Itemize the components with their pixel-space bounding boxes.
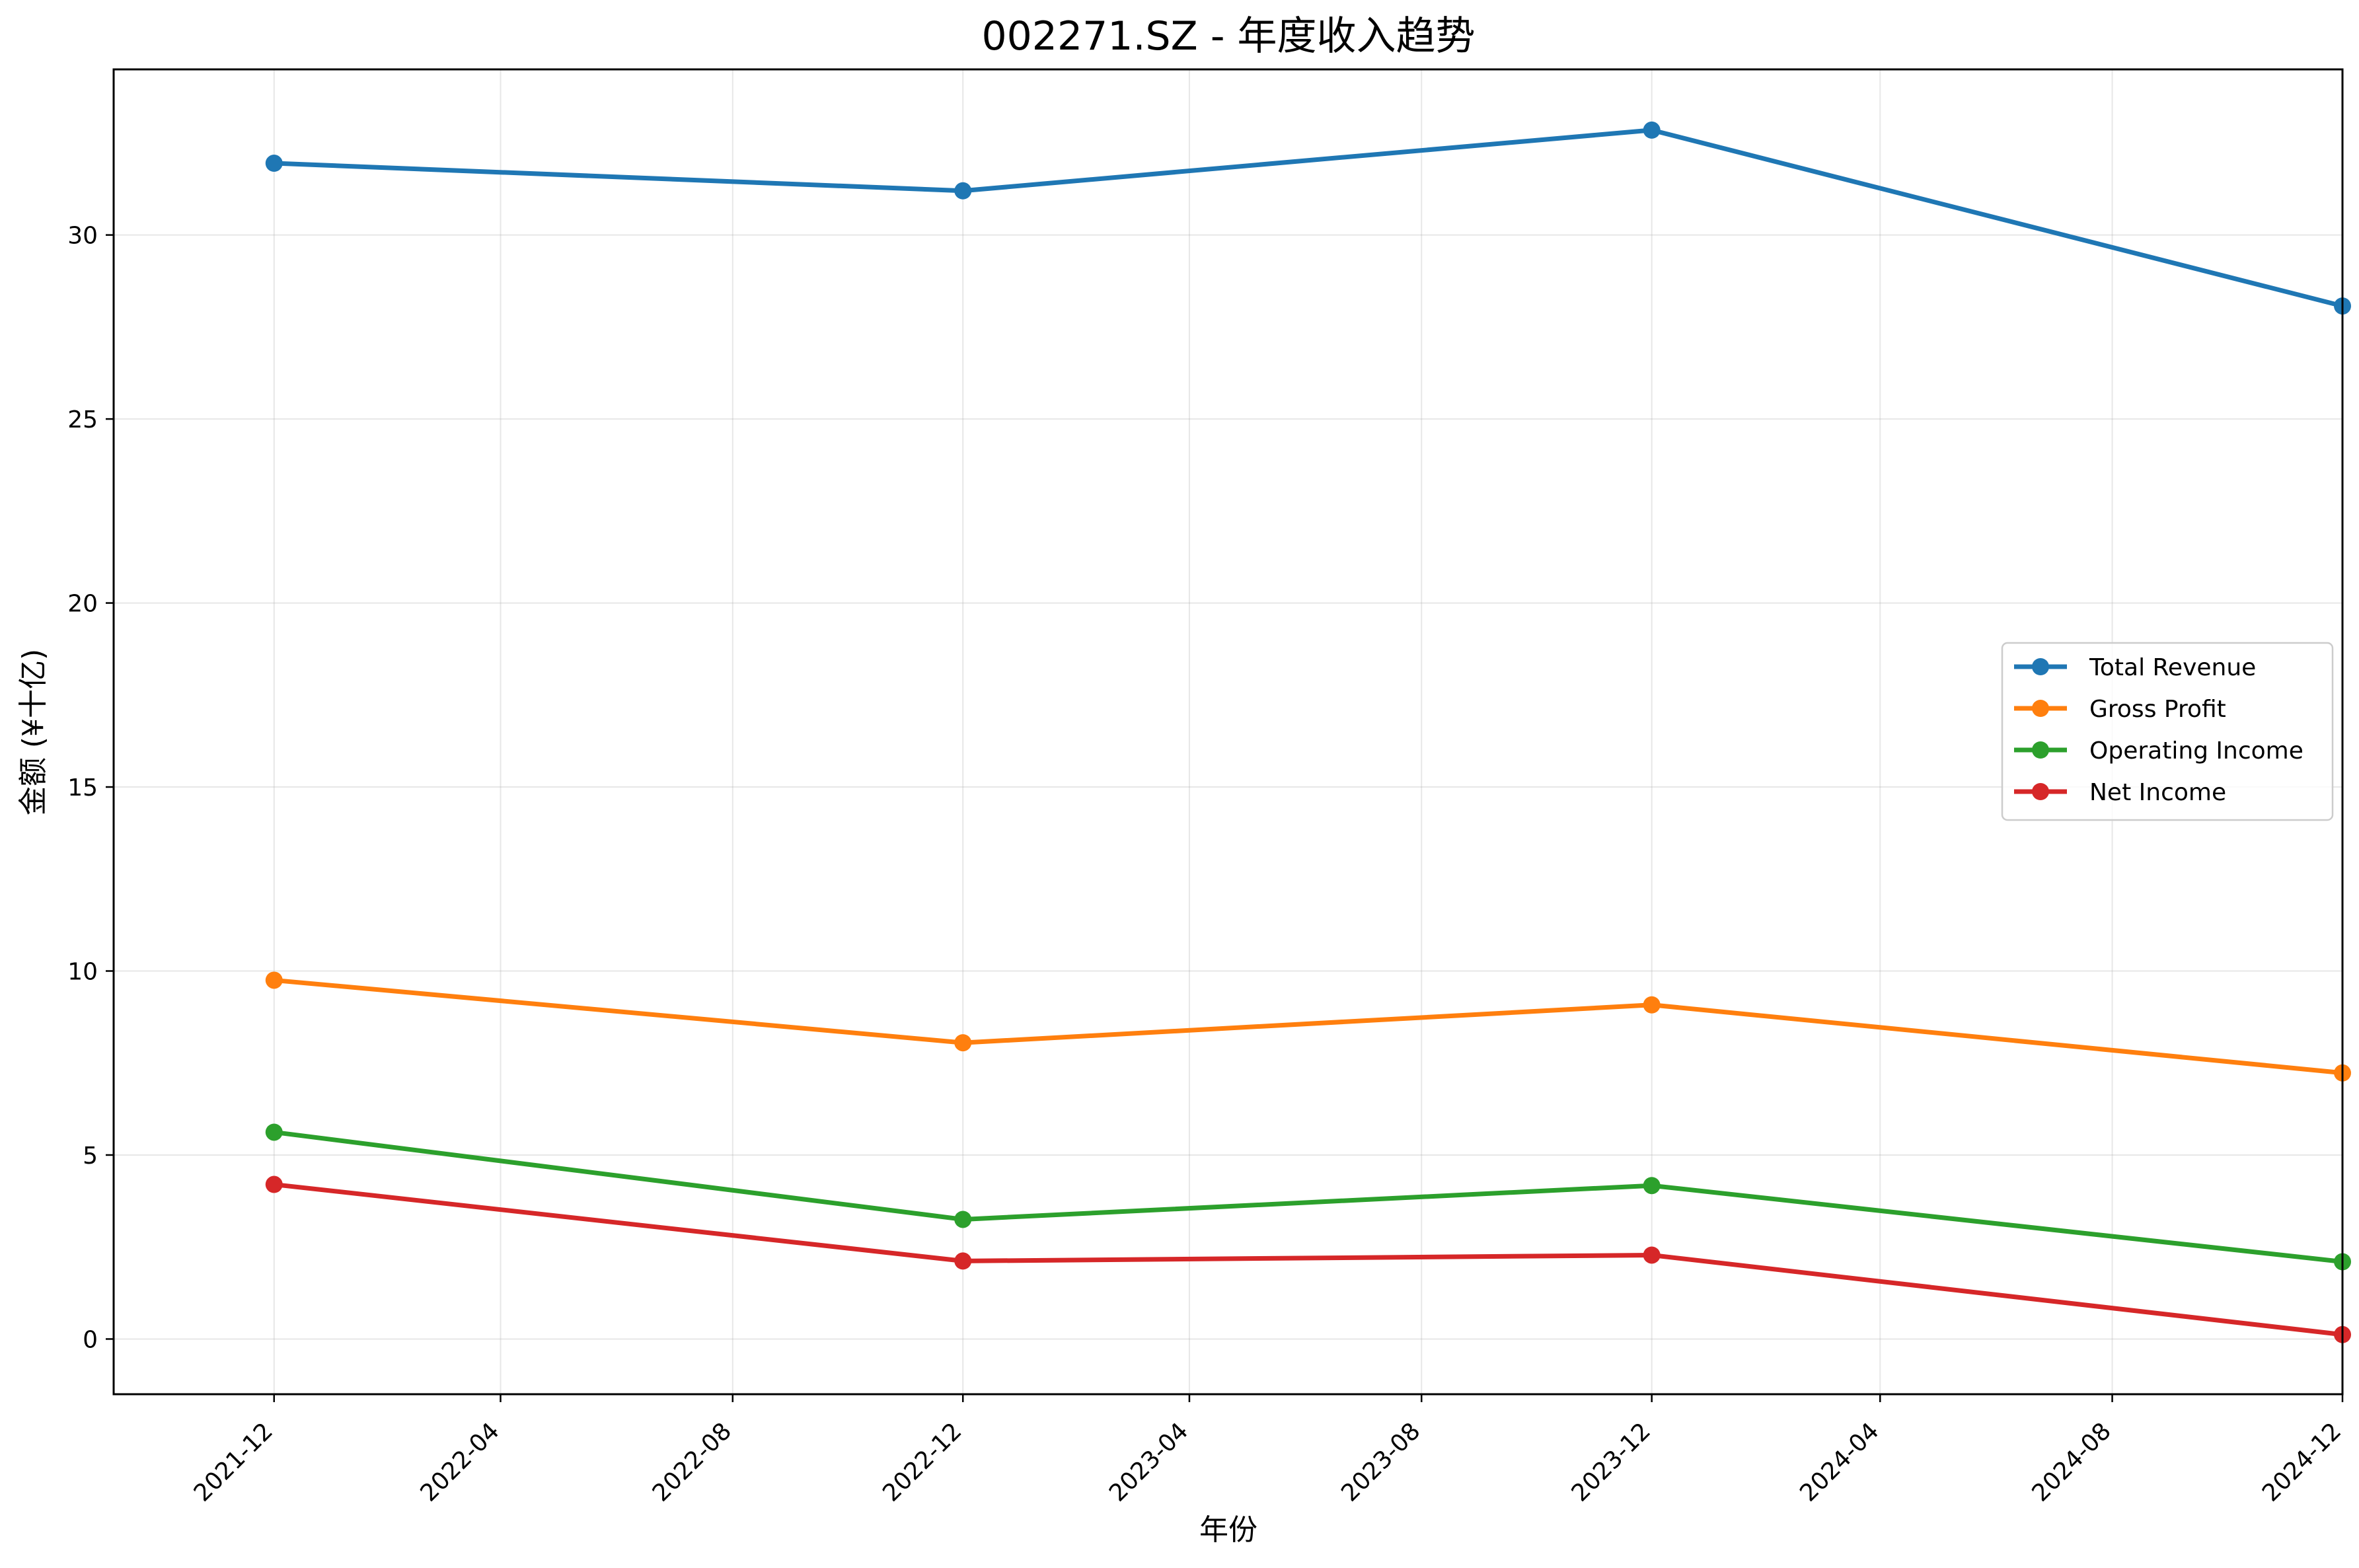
legend-item: Net Income (2014, 779, 2226, 806)
legend-label: Gross Profit (2089, 696, 2226, 723)
chart-title: 002271.SZ - 年度收入趋势 (981, 13, 1475, 59)
legend-label: Operating Income (2089, 737, 2303, 765)
y-tick-label: 10 (67, 959, 98, 986)
series-net-income (265, 1176, 2351, 1343)
data-point (1643, 1177, 1661, 1195)
data-point (265, 155, 283, 172)
y-tick-label: 25 (67, 406, 98, 433)
legend-item: Total Revenue (2014, 654, 2256, 681)
y-axis-label: 金额 (¥十亿) (17, 649, 50, 815)
data-point (265, 1176, 283, 1193)
y-tick-label: 20 (67, 591, 98, 618)
legend-marker (2032, 783, 2049, 800)
data-point (1643, 996, 1661, 1014)
legend-box (2001, 642, 2334, 821)
y-axis: 0 5 10 15 20 25 30 (67, 223, 114, 1353)
data-point (954, 1211, 972, 1228)
legend: Total Revenue Gross Profit Operating Incom… (2001, 642, 2334, 821)
x-axis-label: 年份 (1199, 1513, 1257, 1547)
series-operating-income (265, 1123, 2351, 1271)
legend-label: Net Income (2089, 779, 2226, 806)
y-tick-label: 30 (67, 223, 98, 250)
legend-item: Gross Profit (2014, 696, 2226, 723)
series-gross-profit (265, 971, 2351, 1082)
y-tick-label: 0 (83, 1326, 98, 1353)
data-point (1643, 121, 1661, 139)
series-line (274, 1182, 2343, 1337)
legend-marker (2032, 658, 2049, 675)
data-point (265, 971, 283, 989)
legend-item: Operating Income (2014, 737, 2303, 765)
data-point (265, 1123, 283, 1141)
series-line (274, 128, 2343, 309)
data-point (954, 1252, 972, 1270)
series-line (274, 977, 2343, 1076)
data-point (1643, 1246, 1661, 1264)
legend-label: Total Revenue (2089, 654, 2256, 681)
series-layer (265, 121, 2351, 1343)
legend-marker (2032, 741, 2049, 759)
data-point (954, 182, 972, 200)
y-tick-label: 15 (67, 774, 98, 802)
series-line (274, 1129, 2343, 1264)
y-tick-label: 5 (83, 1142, 98, 1170)
legend-marker (2032, 700, 2049, 717)
plot-frame (112, 68, 2344, 1396)
data-point (954, 1034, 972, 1052)
